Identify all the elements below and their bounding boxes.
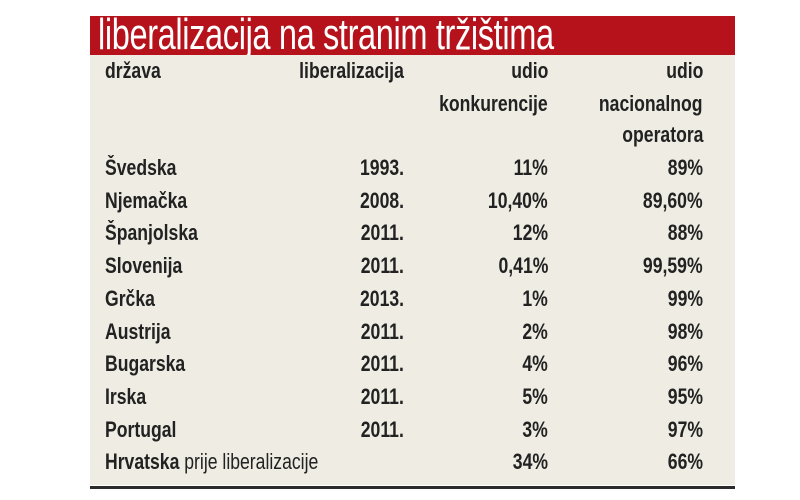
cell-country: Slovenija (105, 253, 183, 279)
cell-national: 99,59% (643, 253, 703, 279)
cell-year: 2011. (360, 351, 404, 377)
cell-country: Bugarska (105, 351, 186, 377)
header-national-2: nacionalnog (599, 91, 703, 116)
cell-country: Švedska (105, 155, 177, 180)
cell-competition: 2% (522, 318, 548, 344)
cell-national: 95% (667, 383, 703, 409)
cell-national: 97% (667, 416, 703, 442)
footer-national: 66% (667, 449, 703, 474)
cell-year: 2013. (359, 285, 404, 311)
cell-competition: 4% (522, 351, 548, 377)
cell-year: 2008. (359, 187, 404, 213)
cell-country: Španjolska (105, 220, 198, 246)
header-liberalization: liberalizacija (299, 58, 404, 83)
cell-national: 96% (667, 351, 703, 377)
header-national-3: operatora (621, 122, 703, 147)
cell-national: 88% (667, 220, 703, 246)
footer-note: prije liberalizacije (184, 449, 319, 474)
cell-competition: 1% (522, 285, 548, 311)
cell-year: 2011. (360, 416, 404, 442)
cell-national: 98% (667, 318, 703, 344)
title-bar: liberalizacija na stranim tržištima (90, 16, 735, 55)
cell-country: Portugal (105, 416, 177, 442)
cell-year: 2011. (360, 318, 404, 344)
header-national-1: udio (665, 58, 703, 83)
footer-country: Hrvatska (105, 449, 180, 474)
cell-competition: 12% (512, 220, 548, 246)
bottom-rule (90, 486, 735, 489)
cell-country: Grčka (105, 285, 155, 311)
cell-competition: 0,41% (498, 253, 548, 279)
cell-country: Njemačka (105, 187, 188, 213)
cell-competition: 3% (522, 416, 548, 442)
footer-competition: 34% (512, 449, 548, 474)
cell-national: 99% (667, 285, 703, 311)
cell-national: 89% (667, 155, 703, 180)
cell-year: 2011. (360, 253, 404, 279)
cell-year: 1993. (359, 155, 404, 180)
header-competition-1: udio (510, 58, 548, 83)
cell-year: 2011. (360, 220, 404, 246)
cell-country: Austrija (105, 318, 171, 344)
cell-competition: 5% (522, 383, 548, 409)
cell-country: Irska (105, 383, 147, 409)
header-competition-2: konkurencije (439, 91, 548, 116)
table-panel (90, 55, 735, 485)
header-country: država (105, 58, 161, 83)
cell-competition: 11% (513, 155, 548, 180)
cell-year: 2011. (360, 383, 404, 409)
cell-national: 89,60% (643, 187, 703, 213)
cell-competition: 10,40% (488, 187, 548, 213)
footer-row: Hrvatska prije liberalizacije (105, 449, 318, 475)
table-title: liberalizacija na stranim tržištima (98, 16, 554, 55)
